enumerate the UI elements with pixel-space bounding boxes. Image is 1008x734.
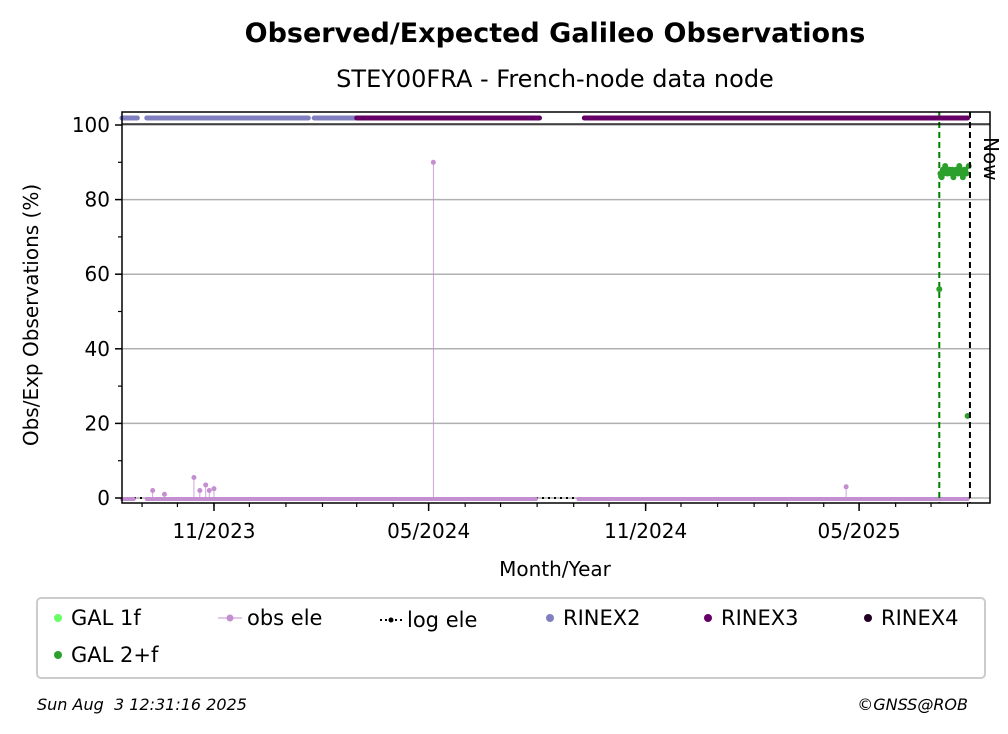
plot-frame: [121, 111, 991, 504]
y-tick-label: 20: [85, 411, 110, 435]
legend-marker-rinex2: [546, 614, 554, 622]
footer-timestamp: Sun Aug 3 12:31:16 2025: [37, 695, 247, 714]
now-label: Now: [979, 137, 1003, 181]
obs-ele-point: [191, 474, 197, 480]
legend-marker-rinex3: [704, 614, 712, 622]
legend-label-gal2f: GAL 2+f: [71, 643, 159, 667]
obs-ele-point: [161, 491, 167, 497]
rinex-bars: [119, 115, 990, 125]
chart-subtitle: STEY00FRA - French-node data node: [336, 65, 774, 93]
y-axis-label: Obs/Exp Observations (%): [19, 184, 43, 446]
y-tick-label: 0: [97, 486, 110, 510]
legend-label-rinex3: RINEX3: [721, 606, 799, 630]
gal-2f-point: [963, 170, 970, 177]
obs-ele-point: [150, 488, 156, 494]
legend-label-gal1f: GAL 1f: [71, 606, 141, 630]
y-tick-label: 40: [85, 337, 110, 361]
obs-ele-point: [197, 488, 203, 494]
x-tick-label: 11/2023: [172, 519, 255, 543]
gal-2f-point: [959, 174, 966, 181]
obs-ele-point: [211, 486, 217, 492]
legend-label-obs_ele: obs ele: [247, 606, 322, 630]
legend-marker-gal2f: [54, 651, 62, 659]
obs-ele-point: [203, 482, 209, 488]
obs-ele-point: [430, 159, 436, 165]
axes: 0 20 40 60 80 100 11/2023 05/2024 11/2024 05/2025: [72, 111, 991, 543]
legend-box: [36, 597, 986, 679]
obs-ele-point: [843, 484, 849, 490]
legend-marker-gal1f: [54, 614, 62, 622]
legend-marker-log_ele: [388, 617, 394, 623]
y-tick-label: 60: [85, 262, 110, 286]
legend-marker-obs_ele: [226, 614, 234, 622]
legend: GAL 1f obs ele log ele RINEX2 RINEX3 RINEX4 GA…: [54, 606, 959, 667]
legend-label-rinex4: RINEX4: [881, 606, 959, 630]
legend-label-rinex2: RINEX2: [563, 606, 641, 630]
grid-lines: [122, 124, 990, 499]
legend-marker-rinex4: [864, 614, 872, 622]
legend-label-log_ele: log ele: [407, 608, 477, 632]
footer-credit: ©GNSS@ROB: [857, 695, 968, 714]
data-marks: Now: [150, 112, 1003, 503]
x-axis-label: Month/Year: [499, 557, 612, 581]
obs-ele-point: [206, 488, 212, 494]
x-tick-label: 11/2024: [604, 519, 687, 543]
x-tick-label: 05/2025: [818, 519, 901, 543]
y-tick-label: 100: [72, 113, 110, 137]
gal-2f-point: [936, 286, 943, 293]
x-tick-label: 05/2024: [387, 519, 470, 543]
y-tick-label: 80: [85, 188, 110, 212]
chart-title: Observed/Expected Galileo Observations: [245, 18, 866, 49]
baseline-series: [120, 497, 970, 501]
